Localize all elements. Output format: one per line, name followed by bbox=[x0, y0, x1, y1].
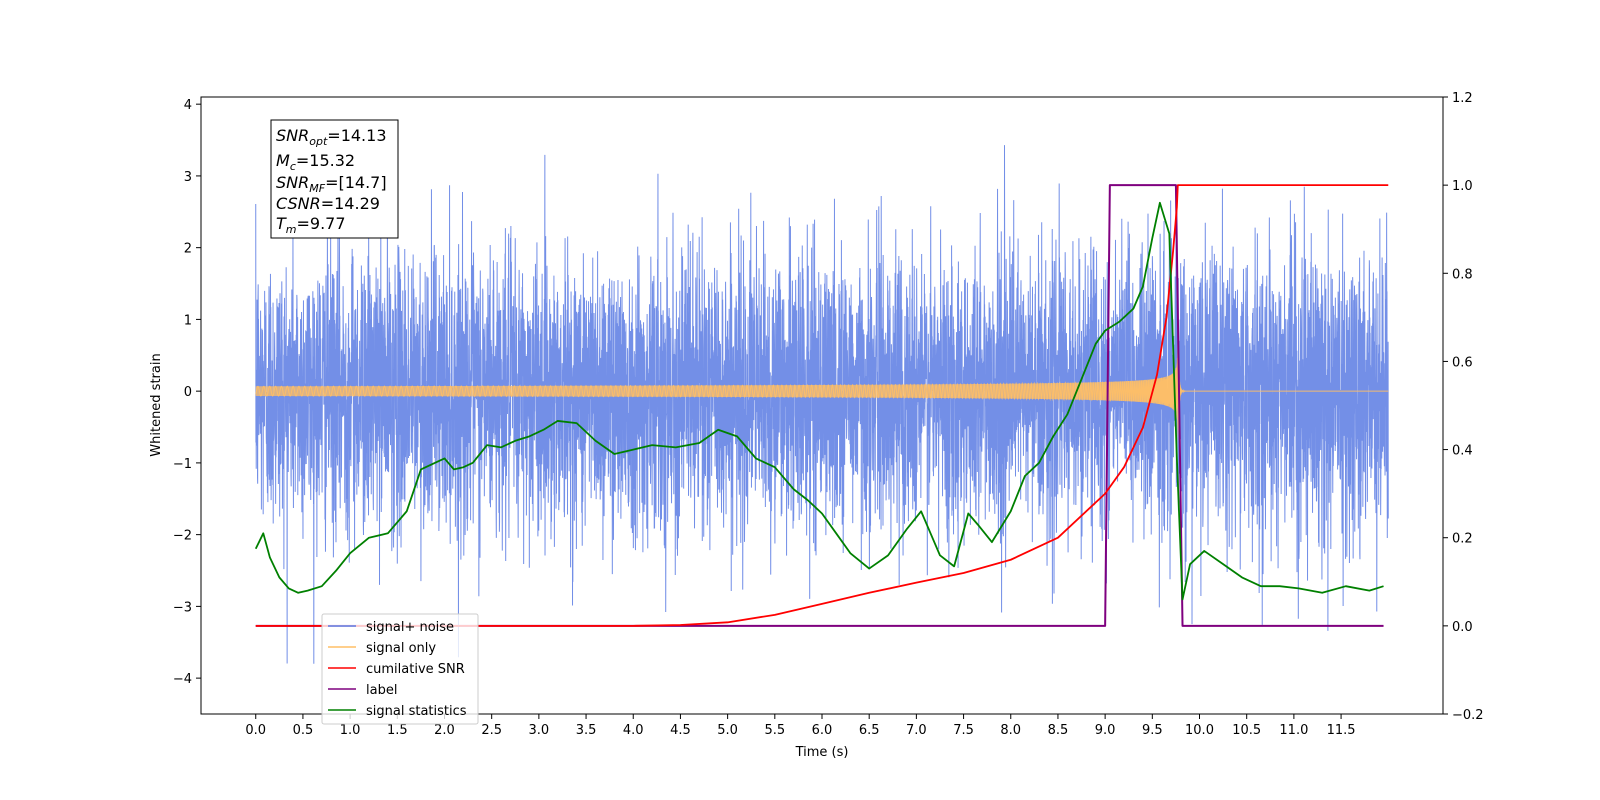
x-tick-label: 10.0 bbox=[1185, 723, 1214, 738]
x-tick-label: 9.5 bbox=[1142, 723, 1163, 738]
legend-entry-signal-noise: signal+ noise bbox=[328, 620, 454, 635]
series-signal-only-envelope bbox=[255, 338, 1389, 445]
annotation-box: SNRopt=14.13 Mc=15.32 SNRMF=[14.7] CSNR=… bbox=[270, 119, 399, 239]
y-right-tick-label: 0.8 bbox=[1452, 267, 1473, 282]
x-axis-label: Time (s) bbox=[795, 745, 849, 760]
y-left-tick-label: −1 bbox=[173, 457, 192, 472]
y-left-tick-label: 2 bbox=[184, 242, 192, 257]
x-tick-label: 6.0 bbox=[812, 723, 833, 738]
x-tick-label: 2.5 bbox=[481, 723, 502, 738]
legend-label-signal-only: signal only bbox=[366, 641, 436, 656]
legend-label-cumulative-snr: cumilative SNR bbox=[366, 662, 465, 677]
legend-entry-signal-statistics: signal statistics bbox=[328, 704, 467, 719]
y-axis-left: 4 3 2 1 0 −1 −2 −3 −4 bbox=[173, 98, 201, 687]
annotation-tm: Tm=9.77 bbox=[276, 214, 346, 236]
legend-entry-signal-only: signal only bbox=[328, 641, 436, 656]
x-tick-label: 0.5 bbox=[293, 723, 314, 738]
series-signal-only-line bbox=[255, 344, 1389, 418]
y-right-tick-label: 0.2 bbox=[1452, 532, 1473, 547]
x-tick-label: 9.0 bbox=[1095, 723, 1116, 738]
series-cumulative-snr-line bbox=[255, 184, 1389, 627]
x-tick-label: 3.0 bbox=[529, 723, 550, 738]
y-axis-right: 1.2 1.0 0.8 0.6 0.4 0.2 0.0 −0.2 bbox=[1443, 91, 1484, 723]
y-left-tick-label: 0 bbox=[184, 385, 192, 400]
x-tick-label: 5.0 bbox=[717, 723, 738, 738]
y-left-tick-label: −2 bbox=[173, 529, 192, 544]
legend-frame bbox=[321, 613, 479, 725]
annotation-snr-opt: SNRopt=14.13 bbox=[276, 126, 387, 148]
x-tick-label: 5.5 bbox=[764, 723, 785, 738]
plot-area bbox=[254, 145, 1389, 664]
x-tick-label: 11.0 bbox=[1279, 723, 1308, 738]
annotation-csnr: CSNR=14.29 bbox=[276, 194, 380, 213]
y-right-tick-label: 1.2 bbox=[1452, 91, 1473, 106]
annotation-frame bbox=[270, 119, 399, 239]
y-left-tick-label: −4 bbox=[173, 672, 192, 687]
x-tick-label: 0.0 bbox=[245, 723, 266, 738]
y-right-tick-label: 0.0 bbox=[1452, 620, 1473, 635]
x-tick-label: 7.5 bbox=[953, 723, 974, 738]
x-tick-label: 8.5 bbox=[1048, 723, 1069, 738]
x-tick-label: 4.0 bbox=[623, 723, 644, 738]
series-signal-statistics-line bbox=[254, 201, 1384, 601]
y-right-tick-label: 1.0 bbox=[1452, 179, 1473, 194]
x-tick-label: 6.5 bbox=[859, 723, 880, 738]
y-left-tick-label: 3 bbox=[184, 170, 192, 185]
y-left-tick-label: 4 bbox=[184, 98, 192, 113]
x-tick-label: 1.5 bbox=[387, 723, 408, 738]
y-right-tick-label: −0.2 bbox=[1452, 708, 1484, 723]
y-right-tick-label: 0.6 bbox=[1452, 355, 1473, 370]
series-label-line bbox=[255, 184, 1384, 627]
x-tick-label: 7.0 bbox=[906, 723, 927, 738]
x-tick-label: 4.5 bbox=[670, 723, 691, 738]
x-tick-label: 3.5 bbox=[576, 723, 597, 738]
y-left-tick-label: 1 bbox=[184, 313, 192, 328]
x-tick-label: 10.5 bbox=[1232, 723, 1261, 738]
x-axis: 0.0 0.5 1.0 1.5 2.0 2.5 3.0 3.5 4.0 4.5 5.0 5.5 6.0 6… bbox=[245, 714, 1356, 738]
legend-label-label: label bbox=[366, 683, 397, 698]
y-left-tick-label: −3 bbox=[173, 600, 192, 615]
x-tick-label: 1.0 bbox=[340, 723, 361, 738]
legend-entry-label: label bbox=[328, 683, 397, 698]
legend-label-signal-statistics: signal statistics bbox=[366, 704, 467, 719]
y-axis-label: Whitened strain bbox=[149, 353, 164, 456]
x-tick-label: 2.0 bbox=[434, 723, 455, 738]
y-right-tick-label: 0.4 bbox=[1452, 444, 1473, 459]
x-tick-label: 11.5 bbox=[1327, 723, 1356, 738]
annotation-mc: Mc=15.32 bbox=[276, 151, 355, 173]
legend: signal+ noise signal only cumilative SNR… bbox=[321, 613, 479, 725]
legend-entry-cumulative-snr: cumilative SNR bbox=[328, 662, 465, 677]
legend-label-signal-noise: signal+ noise bbox=[366, 620, 454, 635]
annotation-snr-mf: SNRMF=[14.7] bbox=[276, 173, 387, 195]
x-tick-label: 8.0 bbox=[1000, 723, 1021, 738]
